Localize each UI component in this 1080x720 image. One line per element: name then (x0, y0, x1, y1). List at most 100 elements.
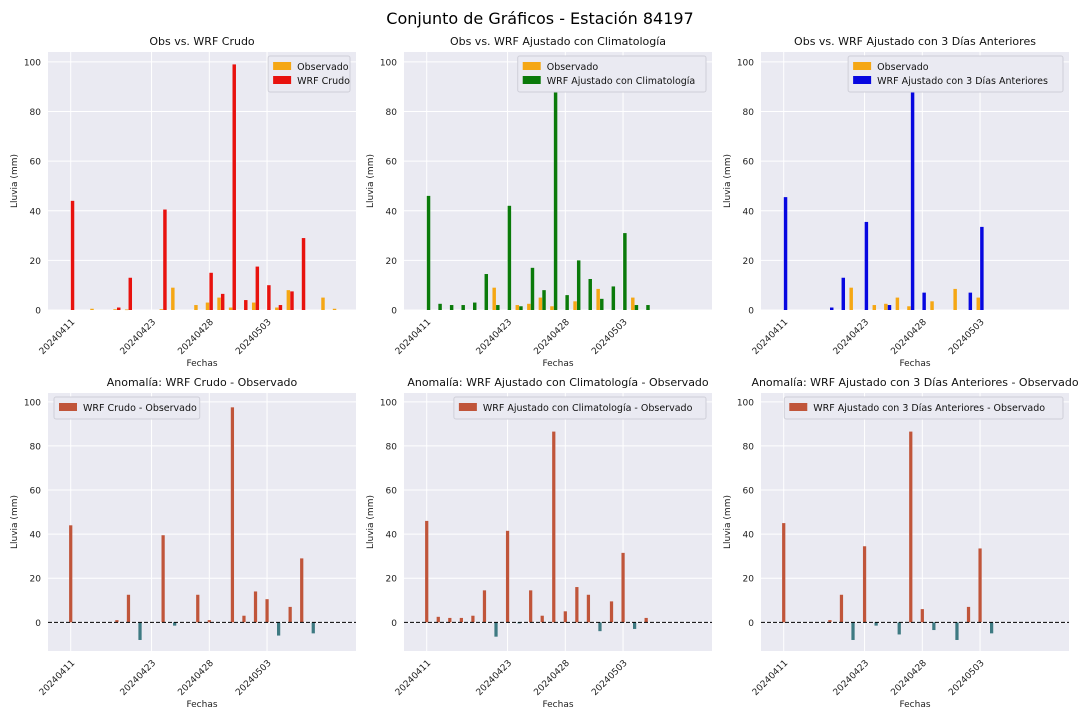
bar (126, 594, 131, 623)
y-axis-label: Lluvia (mm) (10, 495, 20, 549)
y-axis-label: Lluvia (mm) (723, 495, 733, 549)
subplot-4: 0 20 40 60 80 100 20240411 20240423 20240428 2024… (10, 376, 356, 710)
y-tick-label: 20 (743, 257, 755, 267)
bar (586, 594, 591, 623)
y-tick-label: 100 (380, 398, 397, 408)
y-tick-label: 100 (24, 398, 41, 408)
plot-area (404, 393, 712, 651)
y-tick-label: 0 (391, 619, 397, 629)
legend-label: Observado (877, 62, 929, 73)
y-tick-label: 40 (30, 531, 42, 541)
bar (205, 302, 210, 310)
legend-label: Observado (547, 62, 599, 73)
x-tick-label: 20240423 (832, 659, 871, 698)
y-tick-label: 20 (386, 575, 398, 585)
bar (461, 305, 465, 310)
bar (171, 287, 175, 310)
x-axis-label: Fechas (899, 700, 930, 710)
bar (471, 615, 475, 623)
subplot-5: 0 20 40 60 80 100 20240411 20240423 20240428 2024… (366, 376, 712, 710)
bar (311, 622, 315, 634)
bar (196, 594, 200, 623)
bar (542, 290, 546, 310)
bar (565, 295, 569, 310)
bar (244, 300, 248, 310)
bar (527, 303, 531, 310)
bar (596, 288, 600, 310)
bar (492, 287, 496, 310)
x-tick-label: 20240428 (889, 317, 929, 357)
bar (209, 272, 213, 310)
legend: WRF Ajustado con Climatología - Observad… (453, 396, 707, 420)
bar (530, 267, 535, 310)
bar (644, 617, 648, 623)
legend-frame (783, 396, 1064, 420)
legend-label: Observado (297, 62, 349, 73)
legend: Observado WRF Crudo (267, 55, 351, 93)
bar (978, 548, 982, 623)
legend-swatch (458, 403, 477, 411)
y-tick-label: 60 (743, 487, 755, 497)
bar (288, 606, 292, 623)
x-axis-label: Fechas (542, 700, 573, 710)
bar (438, 303, 442, 310)
x-tick-label: 20240423 (119, 659, 158, 698)
subplot-title: Obs vs. WRF Ajustado con Climatología (450, 35, 666, 48)
bar (275, 307, 279, 310)
bar (783, 197, 788, 310)
x-tick-label: 20240423 (475, 659, 514, 698)
bar (286, 290, 291, 310)
bar (267, 285, 271, 310)
y-tick-label: 60 (386, 158, 398, 168)
bar (611, 286, 616, 310)
bar (113, 309, 117, 310)
bar (839, 594, 844, 623)
subplot-6: 0 20 40 60 80 100 20240411 20240423 20240428 2024… (723, 376, 1079, 710)
legend: Observado WRF Ajustado con Climatología (517, 55, 707, 93)
x-tick-label: 20240503 (947, 659, 986, 698)
y-tick-label: 20 (30, 575, 42, 585)
legend-swatch (522, 62, 541, 70)
legend: WRF Ajustado con 3 Días Anteriores - Obs… (783, 396, 1064, 420)
bar (600, 298, 604, 310)
bar (482, 590, 487, 623)
bar (276, 622, 281, 636)
y-tick-label: 100 (737, 398, 754, 408)
bar (321, 297, 325, 310)
y-tick-label: 60 (743, 158, 755, 168)
y-tick-label: 100 (24, 58, 41, 68)
y-axis-label: Lluvia (mm) (10, 154, 20, 208)
bar (436, 616, 440, 623)
y-tick-label: 0 (748, 619, 754, 629)
y-tick-label: 40 (30, 207, 42, 217)
x-tick-label: 20240503 (590, 659, 629, 698)
bar (117, 307, 121, 310)
x-tick-label: 20240411 (394, 318, 433, 357)
subplot-1: 0 20 40 60 80 100 20240411 20240423 20240428 2024… (10, 35, 356, 369)
bar (550, 306, 554, 310)
y-tick-label: 100 (380, 58, 397, 68)
bar (265, 599, 269, 623)
bar (830, 307, 834, 310)
subplot-3: 0 20 40 60 80 100 20240411 20240423 20240428 2024… (723, 35, 1069, 369)
y-tick-label: 20 (743, 575, 755, 585)
legend-label: WRF Ajustado con Climatología - Observad… (483, 403, 693, 414)
bar (563, 611, 567, 623)
x-axis-label: Fechas (186, 700, 217, 710)
bar (242, 615, 246, 623)
bar (278, 305, 283, 310)
legend-swatch (853, 62, 872, 70)
x-tick-label: 20240503 (234, 659, 273, 698)
bar (290, 291, 294, 310)
subplot-title: Obs vs. WRF Crudo (149, 35, 255, 48)
bar (552, 431, 556, 623)
bar (782, 523, 786, 623)
bar (207, 620, 211, 623)
bar (220, 293, 225, 310)
bar (623, 233, 627, 310)
bar (301, 238, 306, 310)
x-tick-label: 20240428 (176, 317, 216, 357)
x-tick-label: 20240423 (119, 318, 158, 357)
subplot-2: 0 20 40 60 80 100 20240411 20240423 20240428 2024… (366, 35, 712, 369)
bar (115, 620, 119, 623)
